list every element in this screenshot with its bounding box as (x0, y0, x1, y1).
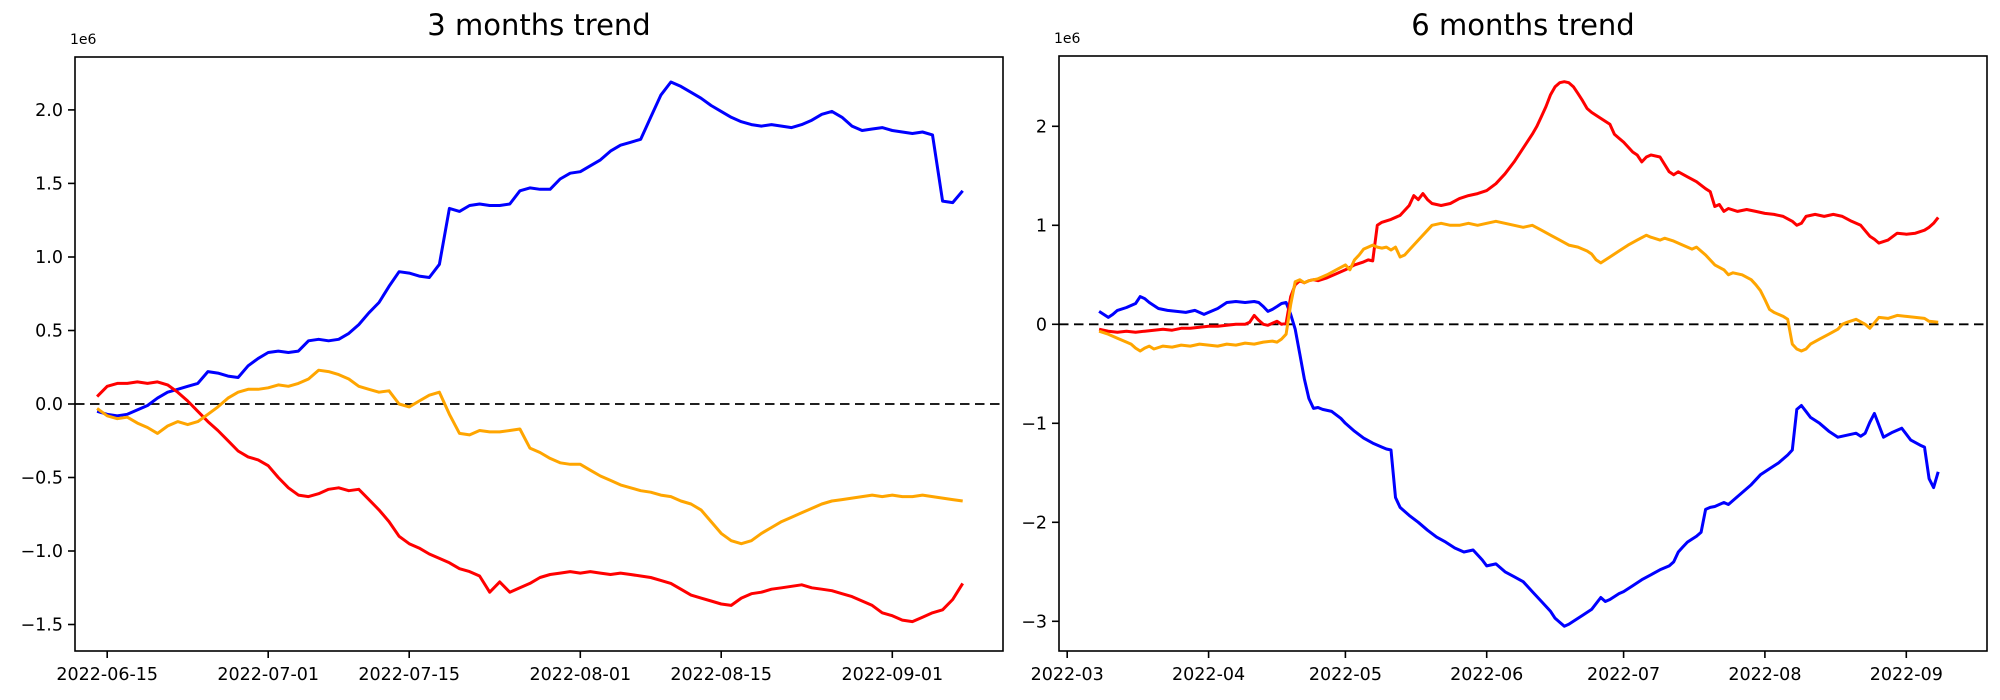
series-line-red (96, 380, 964, 624)
x-tick-label: 2022-03 (1031, 665, 1104, 685)
y-tick-label: −1 (1021, 414, 1047, 434)
y-tick-label: 0 (1036, 315, 1047, 335)
plot-frame (74, 56, 1004, 652)
x-tick-label: 2022-08-01 (529, 665, 631, 685)
y-tick-label: 0.5 (35, 322, 63, 342)
y-tick-label: 1.0 (35, 248, 63, 268)
x-tick-label: 2022-07-01 (217, 665, 319, 685)
x-tick-label: 2022-04 (1172, 665, 1245, 685)
series-line-red (1098, 80, 1940, 334)
y-tick-label: −1.0 (21, 542, 64, 562)
series-line-blue (1098, 295, 1940, 628)
x-tick-label: 2022-05 (1309, 665, 1382, 685)
x-tick-label: 2022-08 (1728, 665, 1801, 685)
series-line-blue (96, 80, 964, 418)
y-tick-label: 0.0 (35, 395, 63, 415)
x-tick-label: 2022-07 (1587, 665, 1660, 685)
x-tick-label: 2022-09-01 (841, 665, 943, 685)
x-tick-label: 2022-07-15 (358, 665, 460, 685)
y-tick-label: 2.0 (35, 101, 63, 121)
y-tick-label: −3 (1021, 612, 1047, 632)
y-tick-label: −1.5 (21, 616, 64, 636)
x-tick-label: 2022-06-15 (56, 665, 158, 685)
y-axis-offset-label-left: 1e6 (70, 32, 97, 48)
series-line-orange (1098, 219, 1939, 353)
y-tick-label: 1 (1036, 216, 1047, 236)
y-axis-offset-label-right: 1e6 (1054, 31, 1081, 47)
x-tick-label: 2022-06 (1450, 665, 1523, 685)
y-tick-label: −2 (1021, 513, 1047, 533)
series-line-orange (96, 368, 963, 546)
x-tick-label: 2022-09 (1870, 665, 1943, 685)
y-tick-label: 1.5 (35, 174, 63, 194)
y-tick-label: −0.5 (21, 469, 64, 489)
x-tick-label: 2022-08-15 (670, 665, 772, 685)
plot-frame (1058, 55, 1988, 652)
chart-title-3-months: 3 months trend (427, 8, 651, 42)
y-tick-label: 2 (1036, 117, 1047, 137)
chart-title-6-months: 6 months trend (1411, 8, 1635, 42)
